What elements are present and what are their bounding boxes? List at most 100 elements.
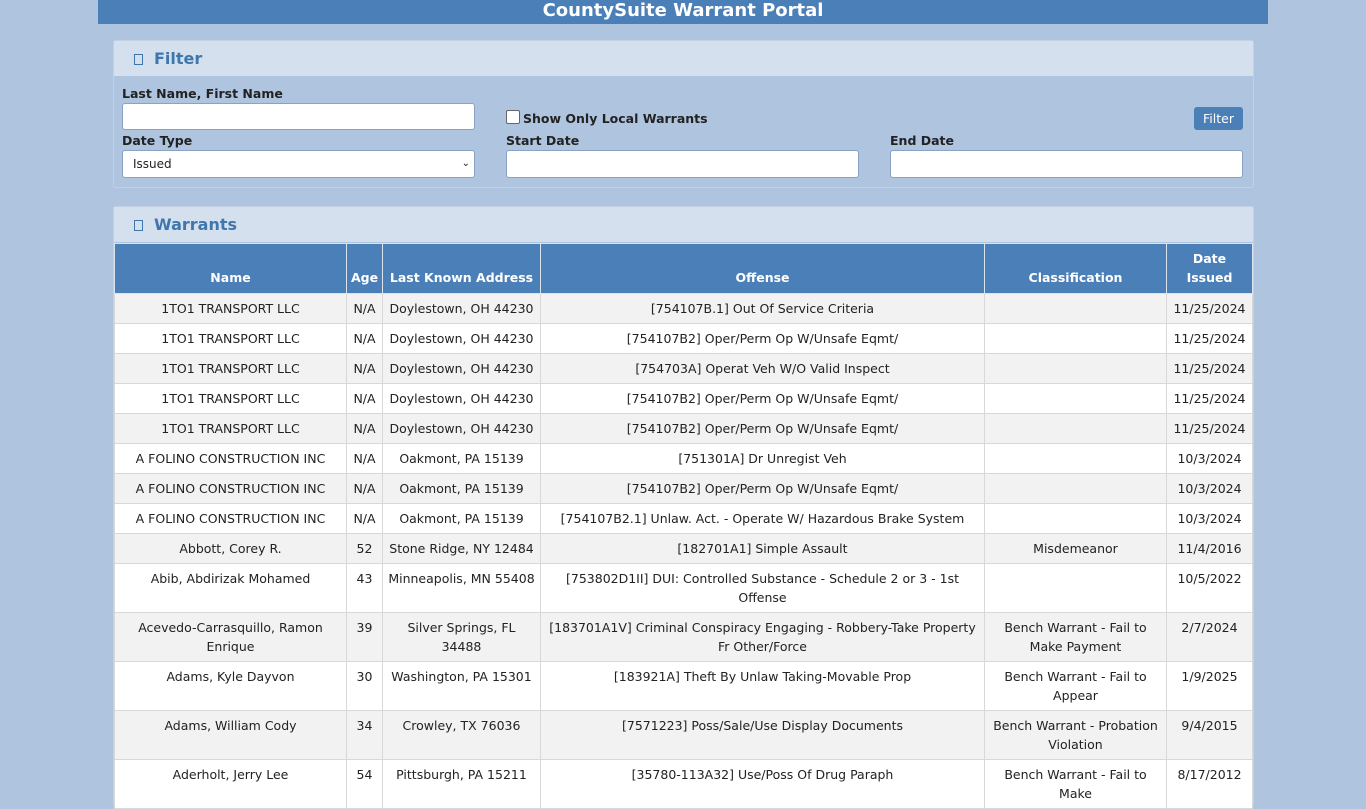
local-checkbox[interactable] [506,110,520,124]
warrants-heading-bar: Warrants [114,207,1253,242]
cell: Misdemeanor [984,533,1167,564]
warrant-row: A FOLINO CONSTRUCTION INC N/A Oakmont, PA … [114,443,1253,474]
cell: 43 [346,563,383,613]
cell: [753802D1II] DUI: Controlled Substance -… [540,563,985,613]
cell: Doylestown, OH 44230 [382,323,541,354]
cell [984,293,1167,324]
start-date-input[interactable] [506,150,859,178]
site-header: CountySuite Warrant Portal [98,0,1268,24]
cell: 11/4/2016 [1166,533,1253,564]
cell [984,563,1167,613]
cell: Bench Warrant - Probation Violation [984,710,1167,760]
cell: 34 [346,710,383,760]
cell [984,353,1167,384]
warrants-heading: Warrants [154,215,238,234]
cell: Doylestown, OH 44230 [382,293,541,324]
cell: [7571223] Poss/Sale/Use Display Document… [540,710,985,760]
warrant-row: Adams, Kyle Dayvon 30 Washington, PA 15301… [114,661,1253,711]
filter-heading-bar: Filter [114,41,1253,76]
filter-button[interactable]: Filter [1194,107,1243,130]
warrants-table: Name Age Last Known Address Offense Classifi… [114,243,1253,809]
cell [984,413,1167,444]
filter-heading: Filter [154,49,203,68]
warrant-row: 1TO1 TRANSPORT LLC N/A Doylestown, OH 4423… [114,323,1253,354]
cell: N/A [346,383,383,414]
cell: 10/3/2024 [1166,473,1253,504]
cell: 54 [346,759,383,809]
label: Start Date [506,133,580,148]
warrant-row: Abbott, Corey R. 52 Stone Ridge, NY 12484[… [114,533,1253,564]
cell: Aderholt, Jerry Lee [114,759,347,809]
cell: [754107B2] Oper/Perm Op W/Unsafe Eqmt/ [540,473,985,504]
warrant-row: 1TO1 TRANSPORT LLC N/A Doylestown, OH 4423… [114,353,1253,384]
warrants-panel: Warrants [113,206,1254,808]
column-header: Name [114,243,347,294]
warrant-row: Aderholt, Jerry Lee 54 Pittsburgh, PA 1521… [114,759,1253,809]
cell: Adams, Kyle Dayvon [114,661,347,711]
cell: [754107B2] Oper/Perm Op W/Unsafe Eqmt/ [540,413,985,444]
cell: Crowley, TX 76036 [382,710,541,760]
cell: 1TO1 TRANSPORT LLC [114,353,347,384]
warrant-row: 1TO1 TRANSPORT LLC N/A Doylestown, OH 4423… [114,383,1253,414]
label: Last Name, First Name [122,86,283,101]
cell [984,443,1167,474]
cell: 52 [346,533,383,564]
cell: A FOLINO CONSTRUCTION INC [114,443,347,474]
cell: [754107B2] Oper/Perm Op W/Unsafe Eqmt/ [540,323,985,354]
cell: Abib, Abdirizak Mohamed [114,563,347,613]
cell: 1TO1 TRANSPORT LLC [114,383,347,414]
cell: Oakmont, PA 15139 [382,443,541,474]
cell: 1TO1 TRANSPORT LLC [114,413,347,444]
label: Date Type [122,133,193,148]
filter-panel: Filter [113,40,1254,188]
column-header: Date Issued [1166,243,1253,294]
cell: Bench Warrant - Fail to Make Payment [984,612,1167,662]
end-date-input[interactable] [890,150,1243,178]
cell: Adams, William Cody [114,710,347,760]
cell: 30 [346,661,383,711]
cell: 11/25/2024 [1166,413,1253,444]
warrant-row: 1TO1 TRANSPORT LLC N/A Doylestown, OH 4423… [114,413,1253,444]
cell: [754107B2.1] Unlaw. Act. - Operate W/ Ha… [540,503,985,534]
cell [984,503,1167,534]
cell: [183921A] Theft By Unlaw Taking-Movable … [540,661,985,711]
cell: Acevedo-Carrasquillo, Ramon Enrique [114,612,347,662]
cell: 10/3/2024 [1166,503,1253,534]
warrant-row: A FOLINO CONSTRUCTION INC N/A Oakmont, PA … [114,473,1253,504]
label: Show Only Local Warrants [523,111,708,126]
cell: Bench Warrant - Fail to Make [984,759,1167,809]
name-input[interactable] [122,103,475,130]
warrant-row: Adams, William Cody 34 Crowley, TX 76036 [7… [114,710,1253,760]
cell: 10/3/2024 [1166,443,1253,474]
cell [984,473,1167,504]
cell: Doylestown, OH 44230 [382,413,541,444]
column-header: Offense [540,243,985,294]
column-header: Last Known Address [382,243,541,294]
cell: 11/25/2024 [1166,383,1253,414]
cell: A FOLINO CONSTRUCTION INC [114,473,347,504]
cell: [182701A1] Simple Assault [540,533,985,564]
cell: N/A [346,503,383,534]
cell: [751301A] Dr Unregist Veh [540,443,985,474]
warrant-row: 1TO1 TRANSPORT LLC N/A Doylestown, OH 4423… [114,293,1253,324]
cell: Minneapolis, MN 55408 [382,563,541,613]
cell: [183701A1V] Criminal Conspiracy Engaging… [540,612,985,662]
warrant-row: Abib, Abdirizak Mohamed 43 Minneapolis, MN… [114,563,1253,613]
cell: [754107B.1] Out Of Service Criteria [540,293,985,324]
cell [984,383,1167,414]
cell: [35780-113A32] Use/Poss Of Drug Paraph [540,759,985,809]
cell: 1TO1 TRANSPORT LLC [114,323,347,354]
cell: 9/4/2015 [1166,710,1253,760]
label: End Date [890,133,955,148]
header-row: Name Age Last Known Address Offense Classifi… [114,243,1253,294]
cell: Doylestown, OH 44230 [382,353,541,384]
column-header: Age [346,243,383,294]
cell: [754107B2] Oper/Perm Op W/Unsafe Eqmt/ [540,383,985,414]
date-type-select[interactable]: Issued ⌄ [122,150,475,178]
cell: 11/25/2024 [1166,353,1253,384]
cell: [754703A] Operat Veh W/O Valid Inspect [540,353,985,384]
cell: Stone Ridge, NY 12484 [382,533,541,564]
site-title: CountySuite Warrant Portal [542,0,824,21]
cell: Washington, PA 15301 [382,661,541,711]
cell: N/A [346,323,383,354]
